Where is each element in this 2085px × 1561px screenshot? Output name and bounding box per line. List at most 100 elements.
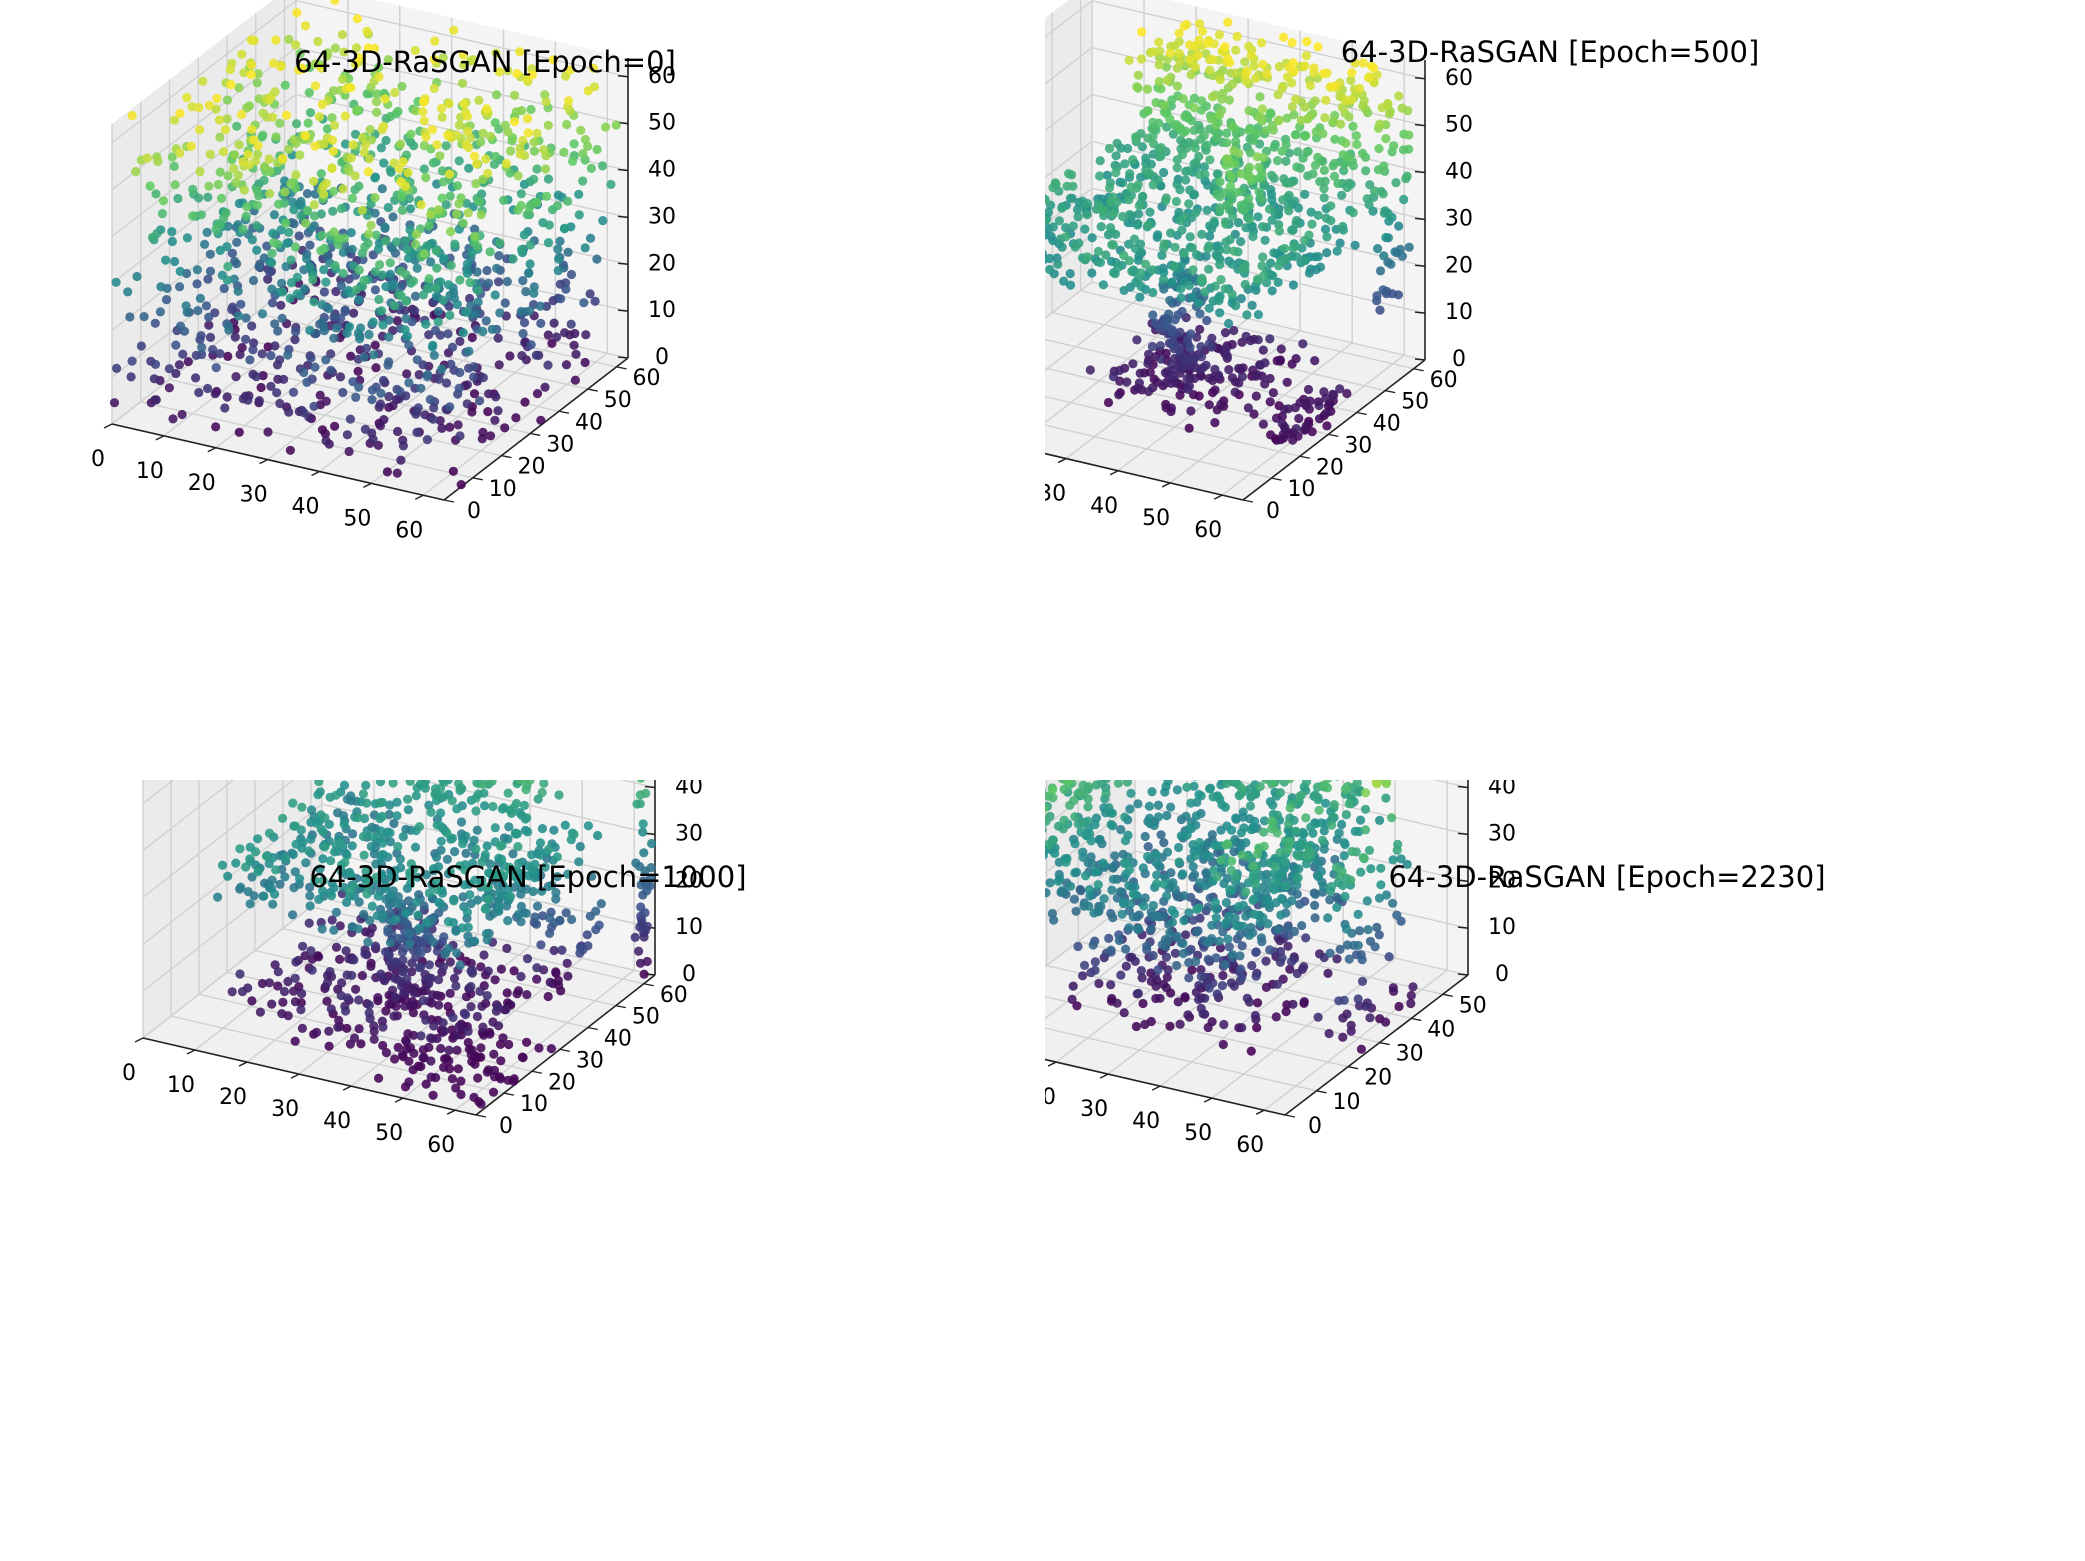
scatter-point — [413, 910, 423, 920]
scatter-point — [254, 261, 264, 272]
z-tick-label: 60 — [648, 64, 676, 89]
scatter-point — [1149, 139, 1159, 149]
scatter-point — [405, 939, 415, 949]
scatter-point — [270, 319, 280, 329]
scatter-point — [1390, 247, 1400, 257]
scatter-point — [438, 295, 448, 305]
scatter-point — [1174, 48, 1184, 59]
y-tick-label: 40 — [575, 410, 603, 435]
scatter-point — [477, 857, 487, 867]
scatter-point — [632, 799, 642, 809]
scatter-point — [1313, 252, 1323, 262]
scatter-point — [563, 869, 573, 879]
scatter-point — [314, 894, 324, 904]
scatter-point — [487, 324, 497, 334]
z-tick — [617, 309, 629, 312]
scatter-point — [1253, 212, 1263, 222]
scatter-point — [305, 108, 316, 118]
scatter-point — [522, 114, 533, 124]
y-tick-label: 10 — [520, 1092, 548, 1117]
scatter-point — [411, 106, 421, 116]
scatter-point — [318, 876, 328, 886]
scatter-point — [1277, 953, 1287, 963]
scatter-point — [232, 121, 242, 131]
scatter-point — [569, 139, 579, 149]
scatter-point — [169, 115, 179, 125]
scatter-point — [462, 259, 472, 269]
scatter-point — [396, 266, 406, 276]
scatter-point — [422, 435, 432, 445]
scatter-point — [297, 1023, 307, 1033]
scatter-point — [1281, 156, 1291, 166]
scatter-point — [202, 227, 212, 237]
scatter-point — [327, 135, 338, 145]
scatter-point — [392, 797, 402, 807]
scatter-point — [328, 186, 339, 196]
scatter-point — [253, 867, 263, 877]
scatter-point — [424, 800, 434, 810]
y-tick — [616, 366, 627, 370]
scatter-point — [1186, 406, 1196, 416]
scatter-point — [432, 946, 442, 956]
scatter-point — [400, 908, 411, 918]
scatter-point — [1319, 844, 1329, 854]
scatter-point — [449, 25, 459, 35]
scatter-point — [292, 119, 302, 129]
scatter-point — [1221, 780, 1232, 789]
scatter-point — [247, 124, 257, 135]
scatter-point — [223, 171, 233, 181]
scatter-point — [494, 360, 504, 370]
y-tick-label: 60 — [1430, 368, 1458, 393]
scatter-point — [1204, 264, 1214, 274]
scatter-point — [1156, 354, 1166, 364]
scatter-point — [1107, 240, 1117, 250]
scatter-point — [1397, 103, 1407, 113]
scatter-point — [170, 256, 180, 267]
scatter-point — [285, 293, 295, 303]
scatter-point — [211, 363, 221, 373]
scatter-point — [392, 899, 402, 909]
scatter-point — [370, 173, 380, 183]
scatter-point — [271, 865, 281, 875]
scatter-point — [1196, 791, 1206, 801]
scatter-point — [303, 206, 313, 216]
scatter-point — [347, 841, 357, 851]
scatter-point — [452, 209, 462, 219]
scatter-point — [226, 80, 236, 90]
scatter-point — [318, 181, 328, 192]
scatter-point — [513, 205, 523, 215]
scatter-point — [360, 949, 370, 959]
scatter-point — [536, 850, 546, 860]
scatter-point — [1268, 800, 1278, 810]
grid-line — [226, 334, 560, 412]
scatter-point — [1095, 257, 1105, 268]
scatter-point — [1094, 978, 1104, 989]
scatter-point — [541, 97, 551, 107]
scatter-point — [405, 780, 415, 786]
scatter-point — [445, 988, 455, 998]
scatter-point — [330, 260, 340, 271]
scatter-point — [437, 364, 447, 374]
scatter-point — [275, 398, 285, 409]
scatter-point — [1287, 38, 1297, 48]
y-tick — [472, 477, 483, 481]
x-tick-label: 20 — [1045, 1085, 1056, 1110]
scatter-point — [400, 325, 410, 335]
scatter-point — [339, 780, 350, 790]
scatter-point — [248, 275, 259, 286]
scatter-point — [322, 996, 332, 1006]
scatter-point — [219, 283, 229, 294]
scatter-point — [287, 278, 297, 288]
scatter-point — [468, 55, 478, 65]
scatter-point — [1255, 92, 1265, 102]
scatter-point — [1274, 226, 1284, 236]
scatter-point — [405, 879, 416, 889]
scatter-point — [530, 912, 540, 922]
chart-title: 64-3D-RaSGAN [Epoch=0] — [294, 45, 676, 79]
scatter-point — [590, 296, 600, 306]
scatter-point — [1384, 109, 1395, 119]
scatter-point — [1183, 384, 1193, 394]
scatter-point — [1314, 414, 1325, 424]
scatter-point — [1148, 310, 1158, 320]
scatter-point — [1181, 355, 1191, 365]
